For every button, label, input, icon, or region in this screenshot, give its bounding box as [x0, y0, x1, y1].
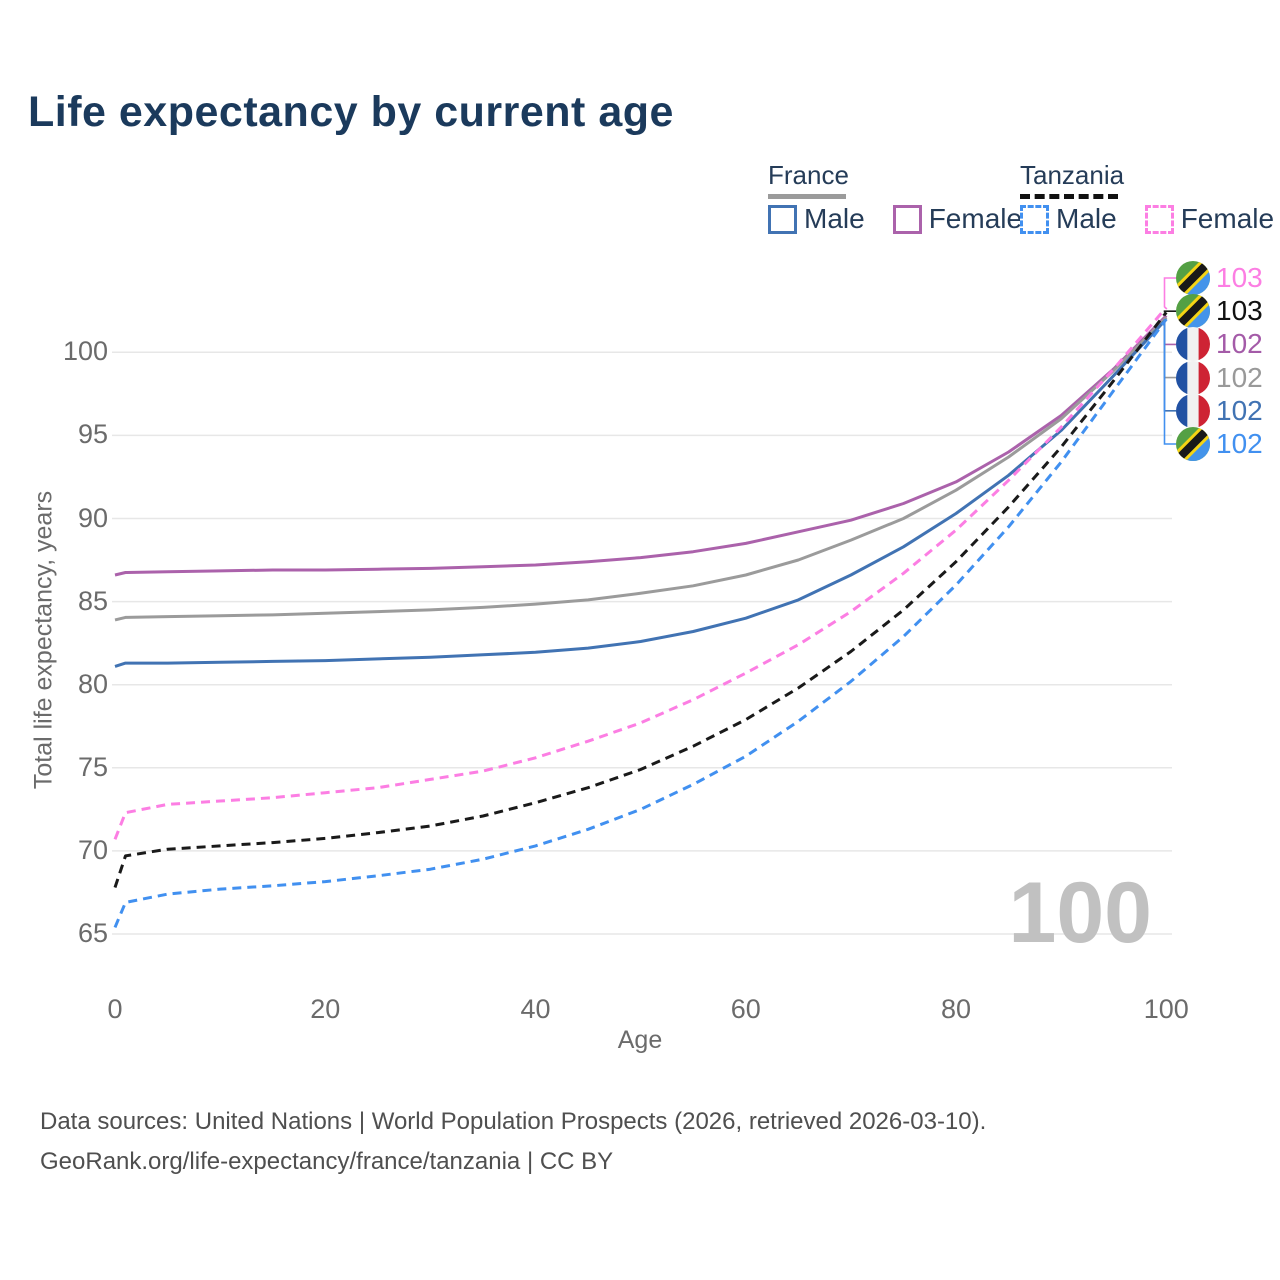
leader-line-france-male — [1163, 319, 1176, 412]
series-line-france-male[interactable] — [114, 318, 1168, 668]
legend-france-male-label[interactable]: Male — [804, 203, 865, 234]
legend-group-tanzania: Tanzania — [1020, 160, 1124, 199]
legend-items-tanzania: Male Female — [1020, 203, 1274, 235]
legend-group-france: France — [768, 160, 849, 199]
france-male-swatch[interactable] — [768, 204, 797, 234]
x-tick-label-60: 60 — [730, 994, 761, 1024]
leader-line-france-total — [1163, 317, 1176, 379]
france-female-swatch[interactable] — [892, 204, 922, 234]
series-line-tanzania-total[interactable] — [113, 311, 1168, 888]
end-label-row-france-4: 102 — [1176, 393, 1263, 428]
age-counter-watermark: 100 — [1008, 865, 1153, 961]
leader-line-tanzania-total — [1163, 310, 1176, 313]
y-tick-label-100: 100 — [62, 336, 108, 367]
y-tick-label-70: 70 — [77, 834, 108, 865]
tanzania-female-swatch[interactable] — [1144, 204, 1174, 234]
end-label-row-france-3: 102 — [1176, 360, 1263, 395]
end-label-row-tanzania-1: 103 — [1176, 294, 1263, 329]
legend-tanzania-male-label[interactable]: Male — [1056, 203, 1117, 234]
y-tick-label-65: 65 — [77, 918, 108, 948]
end-label-value: 102 — [1216, 428, 1263, 459]
tanzania-flag-icon — [1176, 427, 1210, 461]
page-title: Life expectancy by current age — [28, 88, 674, 136]
x-tick-label-0: 0 — [107, 994, 123, 1024]
legend-france-female-label[interactable]: Female — [928, 203, 1023, 234]
end-label-row-france-2: 102 — [1176, 327, 1263, 362]
france-flag-icon — [1176, 393, 1210, 428]
end-label-row-tanzania-5: 102 — [1176, 427, 1263, 461]
y-tick-label-95: 95 — [77, 419, 108, 450]
end-label-value: 102 — [1216, 361, 1263, 393]
france-line-style-swatch — [768, 194, 846, 199]
y-tick-label-90: 90 — [77, 502, 108, 533]
x-tick-label-40: 40 — [520, 994, 551, 1024]
series-line-tanzania-male[interactable] — [113, 318, 1168, 928]
legend-items-france: Male Female — [768, 203, 1022, 235]
end-label-value: 102 — [1216, 328, 1263, 360]
y-tick-label-85: 85 — [77, 585, 108, 616]
series-line-tanzania-female[interactable] — [113, 306, 1168, 840]
end-label-value: 102 — [1216, 394, 1263, 426]
x-tick-label-80: 80 — [941, 994, 972, 1024]
france-flag-icon — [1176, 360, 1210, 395]
x-axis-title: Age — [617, 1026, 663, 1054]
footer-attribution-line: GeoRank.org/life-expectancy/france/tanza… — [40, 1148, 614, 1175]
legend-france-label[interactable]: France — [768, 160, 849, 190]
tanzania-line-style-swatch — [1020, 194, 1118, 199]
tanzania-male-swatch[interactable] — [1020, 204, 1049, 234]
end-label-value: 103 — [1216, 295, 1263, 327]
leader-line-tanzania-male — [1163, 319, 1176, 445]
legend-tanzania-female-label[interactable]: Female — [1180, 203, 1275, 234]
tanzania-flag-icon — [1176, 294, 1210, 329]
end-label-row-tanzania-0: 103 — [1176, 261, 1263, 295]
series-line-france-female[interactable] — [114, 314, 1168, 577]
series-line-france-total[interactable] — [114, 316, 1168, 622]
y-tick-label-75: 75 — [77, 751, 108, 782]
footer-source-line: Data sources: United Nations | World Pop… — [40, 1108, 987, 1135]
end-label-value: 103 — [1216, 262, 1263, 293]
y-tick-label-80: 80 — [77, 668, 108, 699]
x-tick-label-100: 100 — [1143, 994, 1189, 1024]
france-flag-icon — [1176, 327, 1210, 362]
leader-line-tanzania-female — [1163, 277, 1176, 308]
x-tick-label-20: 20 — [310, 994, 341, 1024]
legend-tanzania-label[interactable]: Tanzania — [1020, 160, 1125, 190]
tanzania-flag-icon — [1176, 261, 1210, 295]
